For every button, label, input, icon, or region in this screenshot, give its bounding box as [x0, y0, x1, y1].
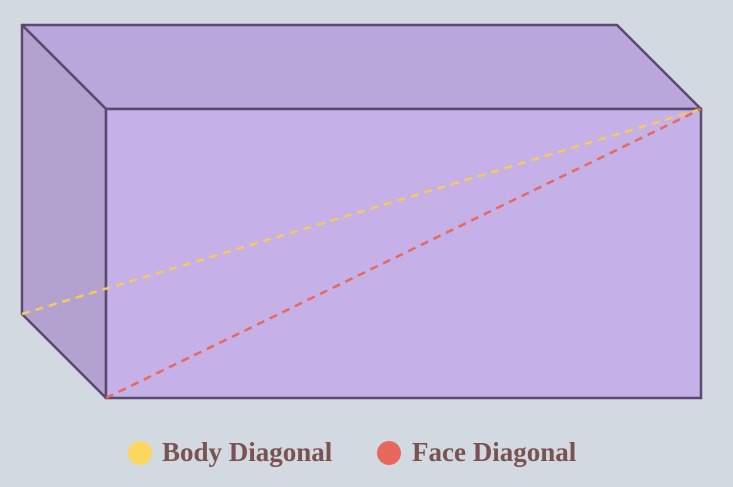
legend-label: Face Diagonal	[412, 437, 577, 467]
legend-label: Body Diagonal	[162, 437, 333, 467]
legend-swatch	[377, 441, 401, 465]
body-diagonal	[21, 107, 702, 316]
legend-swatch	[128, 441, 152, 465]
face-diagonal	[105, 107, 702, 400]
top-face	[20, 23, 703, 111]
